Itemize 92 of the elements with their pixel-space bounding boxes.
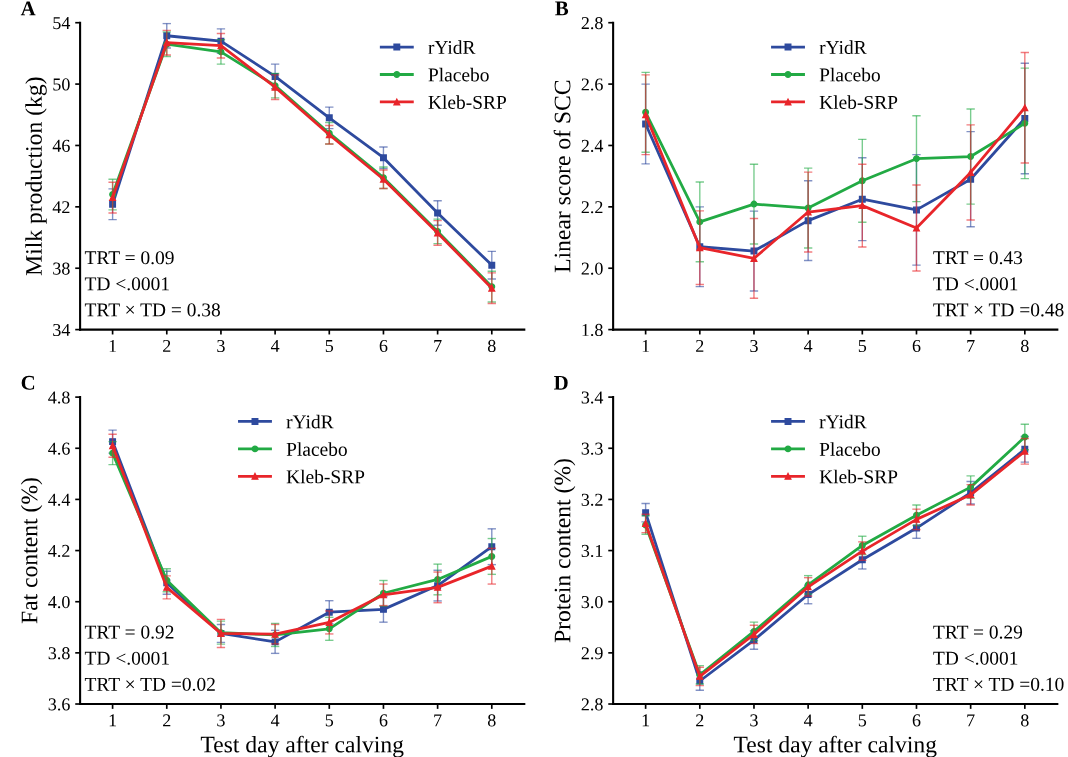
y-tick-label: 3.8 <box>48 647 70 660</box>
legend-label: Kleb-SRP <box>819 469 898 484</box>
legend-label: rYidR <box>819 414 867 429</box>
y-axis-title: Linear score of SCC <box>553 80 571 273</box>
annotation: TD <.0001 <box>933 277 1018 291</box>
y-tick-label: 3.4 <box>581 391 604 404</box>
y-tick-label: 4.8 <box>48 391 70 404</box>
text: A <box>20 1 36 16</box>
y-tick-label: 3.6 <box>48 698 70 711</box>
y-tick-label: 4.4 <box>48 493 71 506</box>
annotation: TD <.0001 <box>84 277 169 291</box>
y-tick-label: 2.8 <box>581 16 603 30</box>
legend-label: Kleb-SRP <box>286 469 365 484</box>
x-tick-label: 6 <box>912 714 921 727</box>
y-tick-label: 46 <box>52 139 70 152</box>
y-tick-label: 34 <box>53 323 71 337</box>
x-tick-label: 3 <box>217 339 225 353</box>
x-tick-label: 3 <box>750 714 758 727</box>
x-tick-label: 8 <box>487 339 496 353</box>
legend-label: Placebo <box>428 67 489 82</box>
y-tick-label: 3.3 <box>581 442 603 455</box>
y-tick-label: 2.9 <box>581 647 603 660</box>
legend-label: Kleb-SRP <box>428 95 507 109</box>
x-tick-label: 4 <box>803 714 813 727</box>
annotation: TRT = 0.09 <box>84 251 174 265</box>
y-tick-label: 3.0 <box>581 595 603 609</box>
x-tick-label: 4 <box>270 339 280 352</box>
x-tick-label: 1 <box>642 339 650 352</box>
y-tick-label: 3.2 <box>581 493 603 506</box>
legend-label: Placebo <box>286 442 347 456</box>
y-tick-label: 54 <box>53 17 71 30</box>
text: D <box>554 375 568 390</box>
x-tick-label: 6 <box>912 339 921 353</box>
x-tick-label: 7 <box>434 340 442 352</box>
x-tick-label: 2 <box>163 714 171 727</box>
y-tick-label: 42 <box>52 201 70 214</box>
y-tick-label: 4.6 <box>48 442 70 455</box>
legend-label: Placebo <box>819 442 880 456</box>
annotation: TD <.0001 <box>933 651 1018 665</box>
x-tick-label: 2 <box>163 339 171 352</box>
x-tick-label: 1 <box>109 714 117 727</box>
y-tick-label: 2.4 <box>581 139 604 152</box>
x-tick-label: 5 <box>325 340 334 353</box>
x-tick-label: 4 <box>270 714 280 727</box>
y-axis-title: Fat content (%) <box>20 478 43 624</box>
annotation: TRT × TD =0.02 <box>84 677 215 691</box>
x-tick-label: 8 <box>1020 339 1029 353</box>
x-axis-title: Test day after calving <box>200 735 404 757</box>
text: B <box>555 1 569 16</box>
y-tick-label: 3.1 <box>581 544 603 558</box>
x-tick-label: 2 <box>696 714 704 727</box>
legend-label: rYidR <box>819 40 867 55</box>
annotation: TD <.0001 <box>84 651 169 665</box>
x-tick-label: 8 <box>487 714 496 727</box>
y-tick-label: 2.2 <box>581 201 603 214</box>
legend-label: rYidR <box>286 414 334 429</box>
x-tick-label: 5 <box>325 714 334 727</box>
x-tick-label: 3 <box>217 714 225 727</box>
x-tick-label: 7 <box>967 714 975 727</box>
y-tick-label: 4.2 <box>48 544 70 558</box>
y-tick-label: 38 <box>53 262 70 275</box>
x-tick-label: 6 <box>379 714 388 727</box>
annotation: TRT = 0.92 <box>84 625 174 639</box>
x-tick-label: 7 <box>434 714 442 727</box>
legend-label: Kleb-SRP <box>819 95 898 109</box>
x-tick-label: 1 <box>109 339 117 352</box>
x-tick-label: 8 <box>1020 714 1029 727</box>
text: C <box>21 375 35 390</box>
y-tick-label: 2.8 <box>581 698 603 711</box>
x-tick-label: 5 <box>858 714 867 727</box>
annotation: TRT × TD =0.48 <box>933 303 1064 317</box>
legend-label: Placebo <box>819 67 880 82</box>
y-tick-label: 50 <box>53 78 70 91</box>
legend-label: rYidR <box>428 40 476 55</box>
x-tick-label: 7 <box>967 340 975 352</box>
x-tick-label: 2 <box>696 339 704 352</box>
annotation: TRT × TD =0.10 <box>933 677 1064 691</box>
annotation: TRT = 0.43 <box>933 251 1023 265</box>
annotation: TRT = 0.29 <box>933 625 1023 639</box>
x-tick-label: 4 <box>803 339 813 352</box>
x-tick-label: 5 <box>858 340 867 353</box>
y-tick-label: 2.0 <box>581 262 603 275</box>
x-tick-label: 6 <box>379 339 388 353</box>
x-axis-title: Test day after calving <box>733 735 937 757</box>
x-tick-label: 1 <box>642 714 650 727</box>
y-axis-title: Milk production (kg) <box>25 77 47 276</box>
y-tick-label: 4.0 <box>48 595 70 609</box>
y-tick-label: 2.6 <box>581 78 603 91</box>
y-axis-title: Protein content (%) <box>553 459 576 643</box>
y-tick-label: 1.8 <box>582 323 603 337</box>
x-tick-label: 3 <box>750 339 758 353</box>
annotation: TRT × TD = 0.38 <box>84 303 220 317</box>
